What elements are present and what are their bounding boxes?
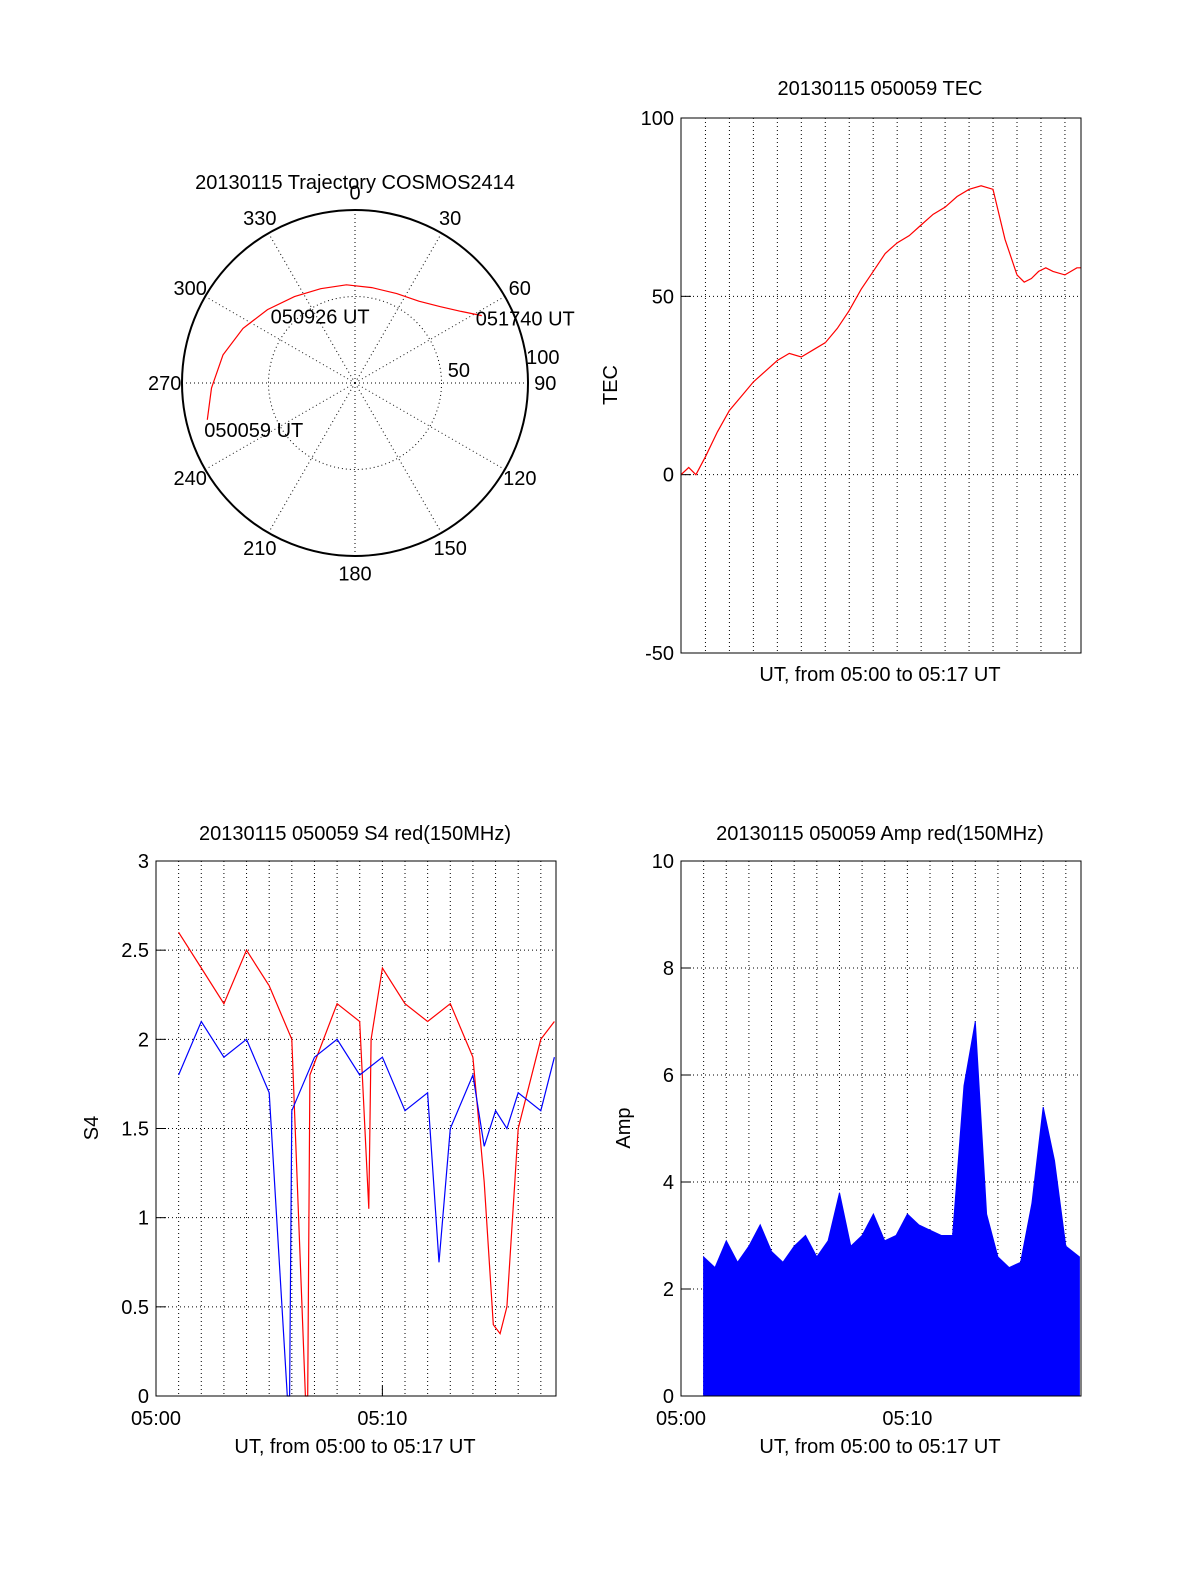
trajectory-annotations: 050059 UT 050926 UT 051740 UT xyxy=(204,307,574,442)
x-tick-label: 05:10 xyxy=(357,1408,407,1430)
amp-panel: 20130115 050059 Amp red(150MHz) 0246810 … xyxy=(613,823,1082,1458)
polar-azimuth-label: 240 xyxy=(174,468,207,490)
s4-panel: 20130115 050059 S4 red(150MHz) 0 0.5 1 1.5 2… xyxy=(81,823,557,1458)
y-tick-label: 2.5 xyxy=(121,940,149,962)
y-tick-label: 0 xyxy=(663,1386,674,1408)
polar-azimuth-label: 90 xyxy=(534,373,556,395)
tec-frame xyxy=(680,117,1082,654)
s4-y-tick-labels: 0 0.5 1 1.5 2 2.5 3 xyxy=(121,851,149,1408)
y-tick-label: 0 xyxy=(138,1386,149,1408)
y-tick-label: 1.5 xyxy=(121,1119,149,1141)
y-tick-label: 0.5 xyxy=(121,1297,149,1319)
polar-spoke xyxy=(354,382,442,534)
polar-azimuth-label: 210 xyxy=(243,538,276,560)
s4-grid xyxy=(155,860,556,1397)
s4-title: 20130115 050059 S4 red(150MHz) xyxy=(199,823,511,845)
amp-y-axis-label: Amp xyxy=(613,1107,635,1148)
trajectory-time-label: 050059 UT xyxy=(204,420,303,442)
amp-series-fill xyxy=(703,1021,1080,1397)
polar-azimuth-label: 150 xyxy=(433,538,466,560)
polar-spoke xyxy=(204,382,356,470)
s4-blue-series-line xyxy=(178,1020,555,1397)
amp-title: 20130115 050059 Amp red(150MHz) xyxy=(716,823,1044,845)
tec-grid xyxy=(681,117,1081,654)
y-tick-label: 50 xyxy=(652,286,674,308)
polar-radial-label: 100 xyxy=(526,347,559,369)
polar-azimuth-label: 180 xyxy=(338,563,371,585)
polar-ring-50 xyxy=(268,296,442,470)
polar-outer-circle xyxy=(181,209,529,557)
polar-azimuth-label: 120 xyxy=(503,468,536,490)
trajectory-line xyxy=(206,284,482,420)
x-tick-label: 05:00 xyxy=(656,1408,706,1430)
tec-y-tick-labels: -50 0 50 100 xyxy=(641,108,674,665)
polar-radial-label: 50 xyxy=(448,360,470,382)
polar-spoke xyxy=(204,296,356,384)
trajectory-time-label: 051740 UT xyxy=(476,309,575,331)
y-tick-label: 2 xyxy=(138,1029,149,1051)
polar-spoke xyxy=(354,296,506,384)
amp-x-tick-labels: 05:00 05:10 xyxy=(656,1408,932,1430)
polar-spoke xyxy=(268,232,356,384)
tec-series-line xyxy=(680,185,1081,476)
y-tick-label: 10 xyxy=(652,851,674,873)
polar-grid xyxy=(182,210,528,556)
trajectory-time-label: 050926 UT xyxy=(271,307,370,329)
y-tick-label: 3 xyxy=(138,851,149,873)
polar-spoke xyxy=(354,232,442,384)
s4-y-axis-label: S4 xyxy=(81,1116,103,1140)
s4-x-tick-labels: 05:00 05:10 xyxy=(131,1408,407,1430)
tec-title: 20130115 050059 TEC xyxy=(778,78,983,100)
amp-y-tick-labels: 0 2 4 6 8 10 xyxy=(652,851,674,1408)
x-tick-label: 05:10 xyxy=(882,1408,932,1430)
tec-x-axis-label: UT, from 05:00 to 05:17 UT xyxy=(759,664,1000,686)
polar-title: 20130115 Trajectory COSMOS2414 xyxy=(195,172,515,194)
x-tick-label: 05:00 xyxy=(131,1408,181,1430)
polar-azimuth-label: 60 xyxy=(509,278,531,300)
polar-azimuth-label: 300 xyxy=(174,278,207,300)
tec-panel: 20130115 050059 TEC -50 0 50 100 TEC UT, fr… xyxy=(600,78,1082,686)
y-tick-label: 2 xyxy=(663,1279,674,1301)
polar-panel: 20130115 Trajectory COSMOS2414 0 30 60 90 12… xyxy=(148,172,575,585)
amp-x-axis-label: UT, from 05:00 to 05:17 UT xyxy=(759,1436,1000,1458)
y-tick-label: 0 xyxy=(663,465,674,487)
s4-x-axis-label: UT, from 05:00 to 05:17 UT xyxy=(234,1436,475,1458)
y-tick-label: 4 xyxy=(663,1172,674,1194)
polar-azimuth-label: 330 xyxy=(243,208,276,230)
y-tick-label: 100 xyxy=(641,108,674,130)
s4-red-series-line xyxy=(178,931,555,1397)
polar-labels: 0 30 60 90 120 150 180 210 240 270 300 330 50 100 xyxy=(148,183,559,586)
y-tick-label: 8 xyxy=(663,958,674,980)
polar-spoke xyxy=(268,382,356,534)
polar-spoke xyxy=(354,382,506,470)
polar-azimuth-label: 30 xyxy=(439,208,461,230)
polar-azimuth-label: 0 xyxy=(349,183,360,205)
y-tick-label: 6 xyxy=(663,1065,674,1087)
y-tick-label: 1 xyxy=(138,1208,149,1230)
polar-azimuth-label: 270 xyxy=(148,373,181,395)
y-tick-label: -50 xyxy=(645,643,674,665)
tec-y-axis-label: TEC xyxy=(600,365,622,405)
amp-frame xyxy=(680,860,1082,1397)
s4-frame xyxy=(155,860,557,1397)
